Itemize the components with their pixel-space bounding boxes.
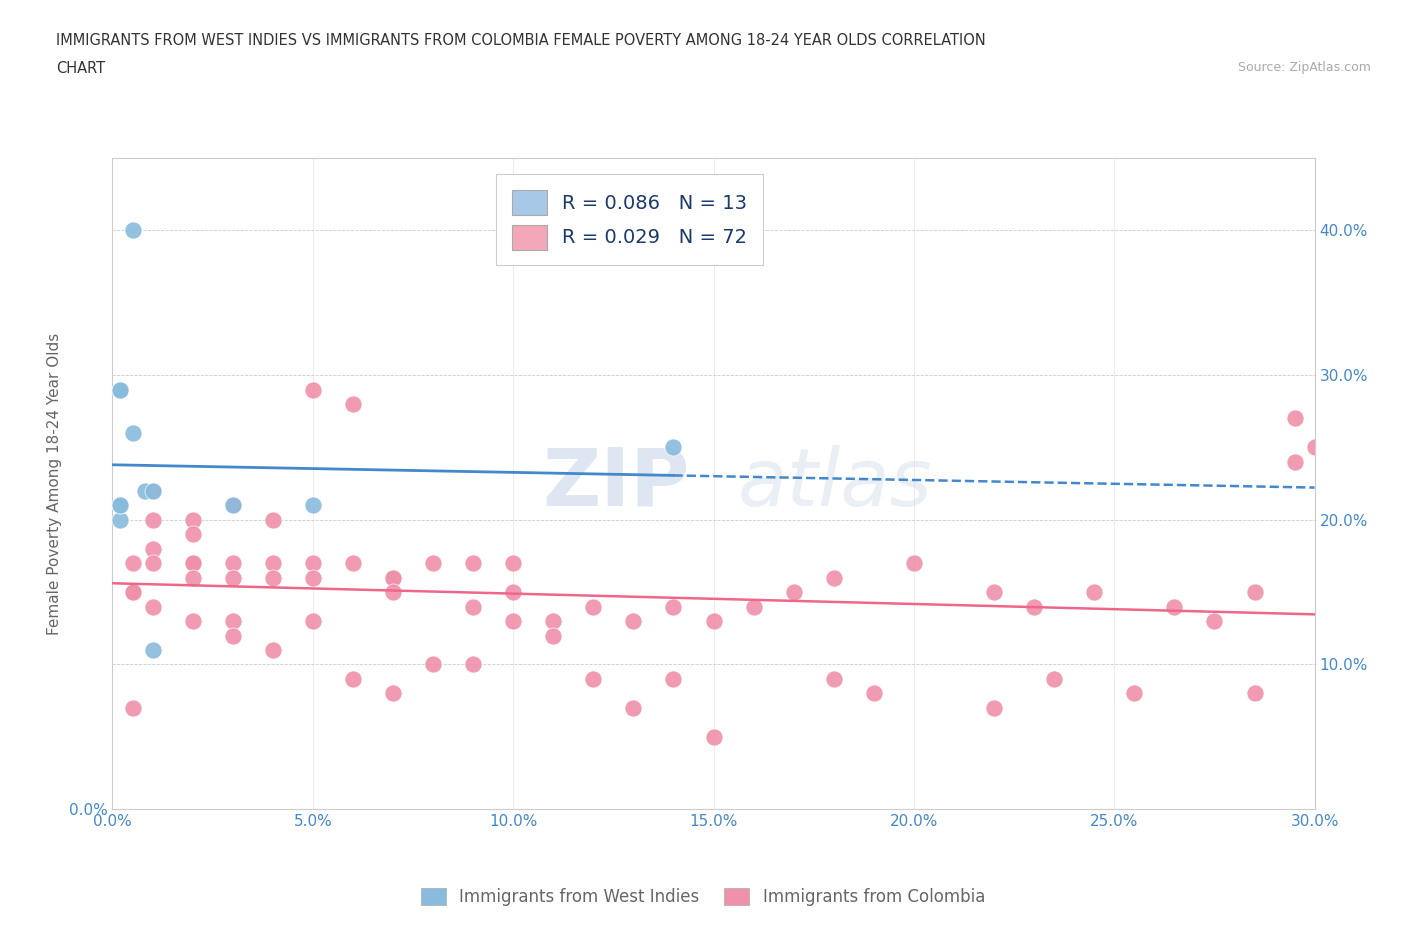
- Point: [141, 484, 163, 498]
- Point: [110, 382, 132, 397]
- Point: [342, 396, 364, 411]
- Point: [742, 599, 765, 614]
- Point: [222, 498, 245, 512]
- Text: CHART: CHART: [56, 61, 105, 76]
- Point: [382, 570, 405, 585]
- Point: [342, 556, 364, 571]
- Point: [141, 484, 163, 498]
- Point: [1243, 686, 1265, 701]
- Point: [302, 570, 325, 585]
- Point: [141, 512, 163, 527]
- Point: [1024, 599, 1046, 614]
- Point: [110, 382, 132, 397]
- Text: atlas: atlas: [738, 445, 932, 523]
- Point: [1284, 411, 1306, 426]
- Point: [1204, 614, 1226, 629]
- Point: [262, 512, 284, 527]
- Point: [181, 556, 204, 571]
- Point: [302, 614, 325, 629]
- Point: [1123, 686, 1146, 701]
- Point: [422, 556, 444, 571]
- Point: [543, 628, 565, 643]
- Point: [662, 599, 685, 614]
- Point: [110, 512, 132, 527]
- Point: [662, 671, 685, 686]
- Text: IMMIGRANTS FROM WEST INDIES VS IMMIGRANTS FROM COLOMBIA FEMALE POVERTY AMONG 18-: IMMIGRANTS FROM WEST INDIES VS IMMIGRANT…: [56, 33, 986, 47]
- Point: [702, 614, 725, 629]
- Point: [502, 556, 524, 571]
- Point: [621, 614, 644, 629]
- Point: [461, 556, 484, 571]
- Point: [141, 541, 163, 556]
- Point: [121, 700, 143, 715]
- Point: [181, 614, 204, 629]
- Point: [582, 599, 605, 614]
- Point: [181, 526, 204, 541]
- Point: [302, 498, 325, 512]
- Legend: R = 0.086   N = 13, R = 0.029   N = 72: R = 0.086 N = 13, R = 0.029 N = 72: [496, 174, 762, 265]
- Point: [262, 556, 284, 571]
- Point: [782, 585, 804, 600]
- Point: [302, 382, 325, 397]
- Point: [342, 671, 364, 686]
- Point: [461, 657, 484, 671]
- Point: [1083, 585, 1105, 600]
- Point: [302, 556, 325, 571]
- Point: [121, 585, 143, 600]
- Point: [543, 614, 565, 629]
- Point: [662, 440, 685, 455]
- Text: ZIP: ZIP: [543, 445, 689, 523]
- Point: [582, 671, 605, 686]
- Text: Source: ZipAtlas.com: Source: ZipAtlas.com: [1237, 61, 1371, 74]
- Point: [222, 570, 245, 585]
- Point: [502, 614, 524, 629]
- Point: [262, 643, 284, 658]
- Point: [121, 585, 143, 600]
- Point: [621, 700, 644, 715]
- Point: [903, 556, 925, 571]
- Point: [121, 223, 143, 238]
- Point: [1303, 440, 1326, 455]
- Point: [983, 585, 1005, 600]
- Point: [141, 556, 163, 571]
- Point: [823, 570, 845, 585]
- Point: [262, 570, 284, 585]
- Point: [110, 498, 132, 512]
- Legend: Immigrants from West Indies, Immigrants from Colombia: Immigrants from West Indies, Immigrants …: [415, 881, 991, 912]
- Point: [141, 643, 163, 658]
- Point: [222, 614, 245, 629]
- Point: [134, 484, 156, 498]
- Point: [382, 686, 405, 701]
- Point: [983, 700, 1005, 715]
- Point: [121, 426, 143, 441]
- Point: [181, 556, 204, 571]
- Point: [222, 628, 245, 643]
- Point: [823, 671, 845, 686]
- Point: [181, 512, 204, 527]
- Point: [863, 686, 886, 701]
- Point: [121, 556, 143, 571]
- Point: [1284, 455, 1306, 470]
- Point: [110, 498, 132, 512]
- Point: [1163, 599, 1185, 614]
- Point: [422, 657, 444, 671]
- Point: [181, 570, 204, 585]
- Point: [222, 498, 245, 512]
- Y-axis label: Female Poverty Among 18-24 Year Olds: Female Poverty Among 18-24 Year Olds: [48, 333, 62, 634]
- Point: [702, 729, 725, 744]
- Point: [1243, 585, 1265, 600]
- Point: [141, 599, 163, 614]
- Point: [222, 556, 245, 571]
- Point: [461, 599, 484, 614]
- Point: [1043, 671, 1066, 686]
- Point: [382, 570, 405, 585]
- Point: [502, 585, 524, 600]
- Point: [382, 585, 405, 600]
